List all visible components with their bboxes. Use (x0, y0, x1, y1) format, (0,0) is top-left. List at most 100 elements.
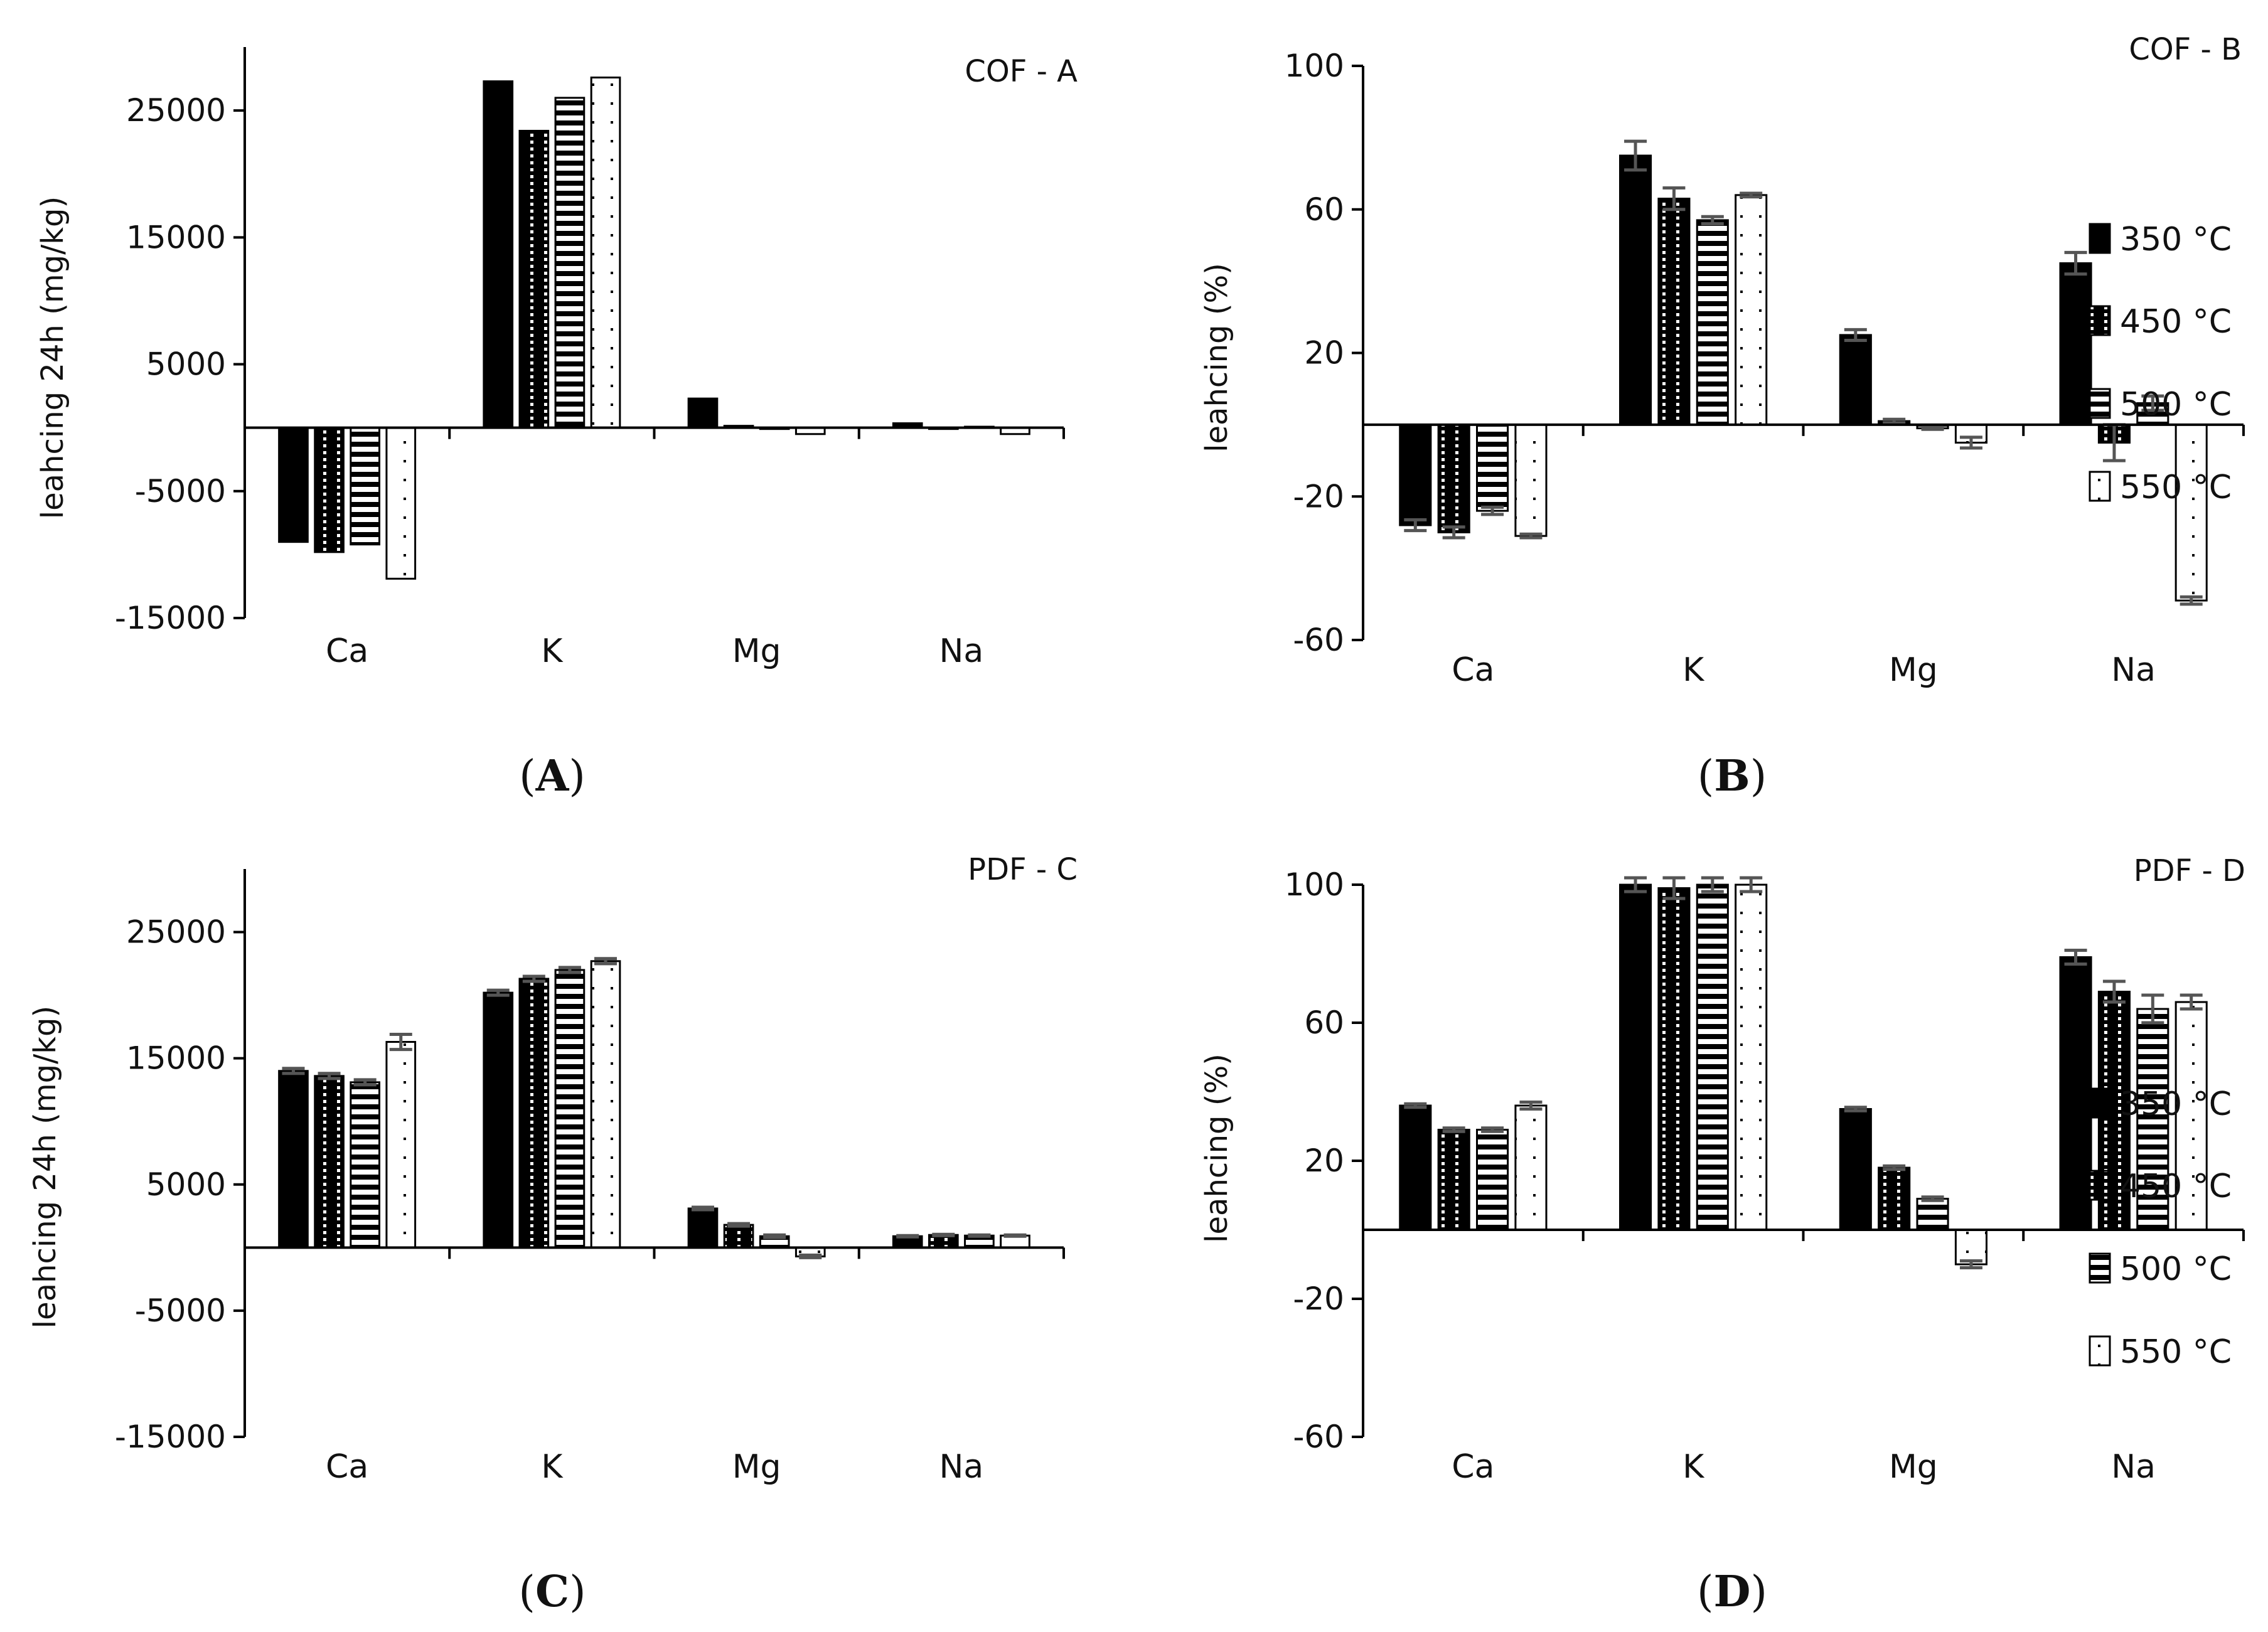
y-tick-label: -60 (1293, 1419, 1344, 1455)
panel-c-y-axis-label: leahcing 24h (mg/kg) (28, 1006, 63, 1328)
legend-d-item: 450 °C (2089, 1168, 2232, 1205)
legend-label-350: 350 °C (2120, 221, 2232, 259)
category-label: Ca (326, 1448, 368, 1486)
legend-label-500: 500 °C (2120, 1251, 2232, 1288)
error-bar (1519, 532, 1543, 540)
error-bar (1003, 1233, 1027, 1238)
legend-b-item: 350 °C (2089, 221, 2232, 259)
panel-d: 100 60 20 -20 -60 Ca K Mg Na PDF - D leahcing (%… (1199, 853, 2245, 1617)
error-bar (1740, 876, 1763, 893)
error-bar (1519, 1101, 1543, 1111)
panel-c-title: PDF - C (968, 852, 1078, 887)
panel-c: 25000 15000 5000 -5000 -15000 Ca K Mg Na PDF - C… (28, 852, 1078, 1617)
panel-b-y-axis-label: leahcing (%) (1199, 263, 1234, 452)
bar-na-350 (2059, 262, 2092, 426)
bar-k-350 (483, 991, 514, 1249)
panel-c-plot: 25000 15000 5000 -5000 -15000 Ca K Mg Na (115, 869, 1065, 1486)
panel-b-label: (B) (1698, 751, 1767, 801)
panel-d-label: (D) (1697, 1567, 1767, 1617)
error-bar (1442, 1126, 1465, 1133)
legend-swatch-450 (2089, 1170, 2111, 1201)
bar-ca-450 (314, 1075, 345, 1249)
error-bar (1481, 505, 1504, 516)
error-bar (2141, 993, 2164, 1025)
error-bar (1921, 1195, 1944, 1202)
bar-mg-350 (687, 397, 719, 429)
bar-k-550 (1735, 194, 1768, 426)
y-tick-label: 20 (1304, 1143, 1344, 1179)
error-bar (2180, 993, 2203, 1011)
error-bar (282, 1067, 305, 1075)
error-bar (763, 1233, 786, 1239)
error-bar (2180, 595, 2203, 606)
category-label: Mg (732, 1448, 781, 1486)
legend-label-350: 350 °C (2120, 1085, 2232, 1123)
y-tick-label: 100 (1285, 48, 1344, 84)
error-bar (594, 957, 618, 966)
bar-k-550 (590, 77, 621, 429)
error-bar (318, 1072, 341, 1080)
error-bar (389, 1032, 412, 1052)
error-bar (691, 1205, 714, 1212)
error-bar (2141, 394, 2164, 412)
bar-k-350 (1619, 883, 1652, 1231)
error-bar (1404, 518, 1427, 533)
bar-mg-550 (1954, 1229, 1987, 1266)
error-bar (932, 1232, 955, 1237)
error-bar (1921, 425, 1944, 431)
legend-label-550: 550 °C (2120, 469, 2232, 506)
y-tick-label: -60 (1293, 622, 1344, 658)
bar-ca-350 (278, 427, 309, 543)
bar-k-500 (554, 969, 586, 1249)
error-bar (1662, 186, 1686, 211)
panel-c-label: (C) (518, 1567, 586, 1617)
legend-b-item: 500 °C (2089, 386, 2232, 424)
error-bar (1404, 1102, 1427, 1109)
legend-d: 350 °C 450 °C 500 °C 550 °C (2089, 1085, 2232, 1371)
category-label: Na (2111, 1448, 2156, 1486)
category-label: Mg (1889, 1448, 1938, 1486)
error-bar (2102, 979, 2126, 1004)
error-bar (1883, 1164, 1906, 1171)
category-label: K (1682, 651, 1705, 689)
bar-na-350 (2059, 956, 2092, 1231)
panel-b: 100 60 20 -20 -60 Ca K Mg Na COF - B leahcing (%… (1199, 32, 2245, 801)
bar-k-450 (1657, 198, 1691, 426)
panel-a-plot: 25000 15000 5000 -5000 -15000 Ca K Mg Na (115, 47, 1065, 670)
legend-swatch-550 (2089, 471, 2111, 502)
bar-k-500 (1696, 219, 1729, 426)
category-label: K (541, 1448, 564, 1486)
legend-b-item: 450 °C (2089, 303, 2232, 341)
error-bar (1662, 876, 1686, 900)
panel-a-label: (A) (519, 751, 586, 801)
bar-mg-450 (1878, 1166, 1911, 1231)
y-tick-label: 5000 (146, 346, 226, 383)
category-label: Na (939, 1448, 983, 1486)
error-bar (1701, 215, 1724, 226)
bar-ca-450 (314, 427, 345, 553)
category-label: Na (939, 632, 983, 670)
y-tick-label: -20 (1293, 1281, 1344, 1317)
bar-ca-350 (278, 1070, 309, 1249)
bar-na-550 (2174, 424, 2208, 602)
error-bar (799, 1253, 822, 1259)
category-label: Ca (1452, 651, 1494, 689)
error-bar (1701, 876, 1724, 893)
panel-b-title: COF - B (2129, 32, 2242, 67)
bar-mg-350 (1839, 1108, 1872, 1231)
bar-k-450 (1657, 887, 1691, 1231)
legend-swatch-350 (2089, 1087, 2111, 1119)
panel-a-title: COF - A (965, 54, 1078, 89)
error-bar (1959, 435, 1982, 450)
legend-swatch-550 (2089, 1335, 2111, 1367)
y-tick-label: 15000 (126, 219, 226, 255)
legend-swatch-450 (2089, 305, 2111, 336)
error-bar (353, 1078, 377, 1087)
panel-d-label-letter: D (1714, 1567, 1751, 1617)
panel-c-label-letter: C (535, 1567, 569, 1617)
error-bar (968, 1233, 991, 1238)
error-bar (2064, 949, 2087, 966)
y-tick-label: 25000 (126, 914, 226, 951)
bar-k-500 (554, 97, 586, 429)
